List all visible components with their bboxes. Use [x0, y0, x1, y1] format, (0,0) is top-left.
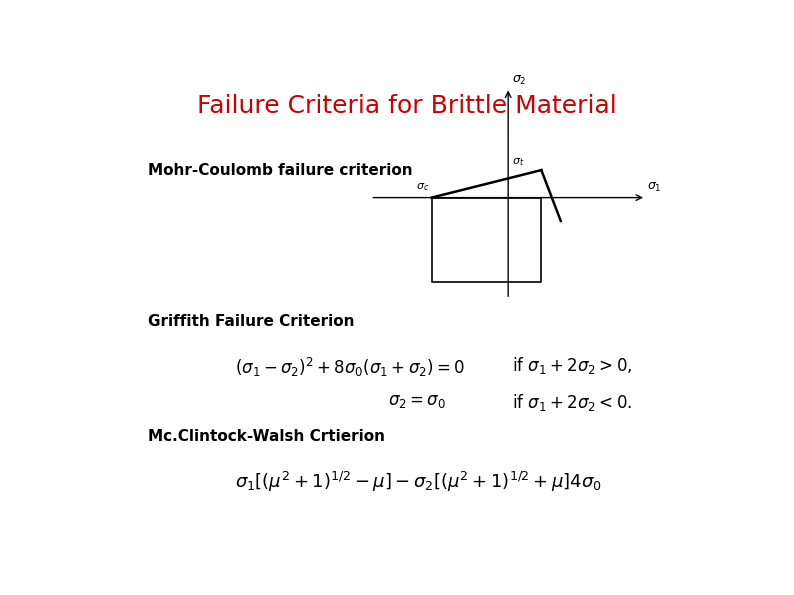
Text: $\sigma_2$: $\sigma_2$: [512, 74, 526, 87]
Text: Griffith Failure Criterion: Griffith Failure Criterion: [148, 314, 355, 329]
Text: $(\sigma_1 - \sigma_2)^2 + 8\sigma_0(\sigma_1 + \sigma_2) = 0$: $(\sigma_1 - \sigma_2)^2 + 8\sigma_0(\si…: [235, 355, 464, 378]
Text: if $\sigma_1 + 2\sigma_2 > 0,$: if $\sigma_1 + 2\sigma_2 > 0,$: [511, 355, 632, 377]
Text: $\sigma_t$: $\sigma_t$: [512, 156, 525, 168]
Text: $\sigma_c$: $\sigma_c$: [416, 181, 429, 193]
Text: if $\sigma_1 + 2\sigma_2 < 0.$: if $\sigma_1 + 2\sigma_2 < 0.$: [511, 392, 632, 413]
Text: Mohr-Coulomb failure criterion: Mohr-Coulomb failure criterion: [148, 163, 413, 178]
Text: Mc.Clintock-Walsh Crtierion: Mc.Clintock-Walsh Crtierion: [148, 429, 385, 444]
Text: $\sigma_1[(\mu^2+1)^{1/2} - \mu] - \sigma_2[(\mu^2+1)^{1/2}+\mu]4\sigma_0$: $\sigma_1[(\mu^2+1)^{1/2} - \mu] - \sigm…: [235, 470, 602, 494]
Text: $\sigma_2 = \sigma_0$: $\sigma_2 = \sigma_0$: [388, 392, 446, 410]
Text: Failure Criteria for Brittle Material: Failure Criteria for Brittle Material: [197, 94, 617, 118]
Text: $\sigma_1$: $\sigma_1$: [647, 181, 661, 194]
